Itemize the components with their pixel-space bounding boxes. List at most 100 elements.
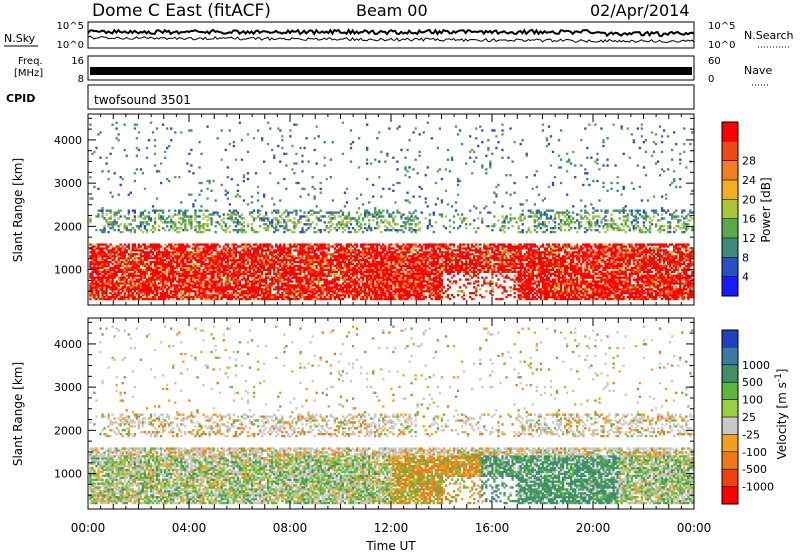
echo-cell: [420, 187, 423, 191]
echo-cell: [121, 270, 124, 273]
echo-cell: [287, 292, 290, 295]
echo-cell: [254, 270, 258, 273]
echo-cell: [131, 255, 134, 258]
echo-cell: [119, 260, 122, 264]
echo-cell: [155, 209, 159, 212]
echo-cell: [297, 181, 300, 185]
echo-cell: [299, 272, 302, 275]
echo-cell: [279, 245, 282, 248]
echo-cell: [408, 278, 411, 281]
echo-cell: [260, 293, 264, 297]
echo-cell: [99, 286, 102, 289]
echo-cell: [202, 255, 205, 258]
echo-cell: [137, 274, 141, 277]
echo-cell: [149, 276, 153, 279]
echo-cell: [400, 257, 403, 260]
echo-cell: [155, 270, 159, 273]
echo-cell: [279, 286, 282, 289]
echo-cell: [250, 284, 254, 287]
echo-cell: [186, 243, 189, 246]
echo-cell: [339, 266, 343, 270]
echo-cell: [341, 286, 345, 289]
echo-cell: [366, 257, 369, 260]
echo-cell: [232, 276, 235, 279]
echo-cell: [267, 272, 270, 275]
echo-cell: [402, 257, 405, 260]
echo-cell: [214, 288, 217, 291]
echo-cell: [252, 251, 256, 254]
echo-cell: [285, 274, 288, 277]
echo-cell: [418, 255, 421, 258]
echo-cell: [212, 270, 215, 273]
echo-cell: [115, 251, 118, 254]
echo-cell: [402, 247, 405, 250]
echo-cell: [345, 223, 349, 226]
echo-cell: [357, 225, 361, 228]
echo-cell: [147, 288, 151, 291]
echo-cell: [178, 243, 181, 246]
echo-cell: [277, 247, 280, 250]
echo-cell: [289, 292, 292, 295]
echo-cell: [222, 266, 225, 270]
echo-cell: [357, 262, 361, 266]
echo-cell: [135, 288, 139, 291]
echo-cell: [157, 286, 161, 289]
echo-cell: [273, 297, 276, 301]
echo-cell: [398, 282, 401, 285]
echo-cell: [153, 228, 157, 232]
echo-cell: [161, 217, 165, 220]
echo-cell: [214, 293, 217, 297]
echo-cell: [250, 215, 254, 218]
echo-cell: [293, 264, 296, 268]
echo-cell: [95, 286, 98, 289]
echo-cell: [363, 268, 367, 272]
echo-cell: [384, 228, 387, 232]
echo-cell: [275, 251, 278, 254]
echo-cell: [357, 282, 361, 285]
echo-cell: [97, 187, 100, 191]
echo-cell: [289, 249, 292, 252]
echo-cell: [361, 266, 365, 270]
echo-cell: [228, 288, 231, 291]
echo-cell: [242, 228, 246, 232]
echo-cell: [127, 217, 130, 220]
echo-cell: [147, 262, 151, 266]
echo-cell: [204, 266, 207, 270]
echo-cell: [216, 264, 219, 268]
echo-cell: [212, 284, 215, 287]
echo-cell: [285, 247, 288, 250]
echo-cell: [119, 249, 122, 252]
echo-cell: [168, 293, 171, 297]
echo-cell: [357, 286, 361, 289]
echo-cell: [164, 272, 167, 275]
echo-cell: [212, 249, 215, 252]
echo-cell: [305, 215, 308, 218]
echo-cell: [141, 290, 145, 293]
echo-cell: [256, 230, 260, 234]
echo-cell: [230, 292, 233, 295]
echo-cell: [265, 295, 268, 299]
echo-cell: [188, 152, 191, 156]
echo-cell: [414, 297, 417, 301]
freq-tick-top: 16: [71, 56, 84, 67]
echo-cell: [412, 288, 415, 291]
echo-cell: [111, 245, 114, 248]
echo-cell: [341, 266, 345, 270]
echo-cell: [166, 264, 169, 268]
echo-cell: [159, 162, 163, 165]
echo-cell: [309, 293, 312, 297]
echo-cell: [224, 286, 227, 289]
echo-cell: [283, 243, 286, 246]
echo-cell: [224, 262, 227, 266]
echo-cell: [95, 262, 98, 266]
echo-cell: [224, 247, 227, 250]
echo-cell: [341, 268, 345, 272]
echo-cell: [291, 253, 294, 256]
echo-cell: [186, 209, 189, 212]
echo-cell: [202, 274, 205, 277]
echo-cell: [355, 270, 359, 273]
echo-cell: [321, 272, 324, 275]
echo-cell: [123, 268, 126, 272]
echo-cell: [349, 266, 353, 270]
echo-cell: [139, 168, 143, 171]
